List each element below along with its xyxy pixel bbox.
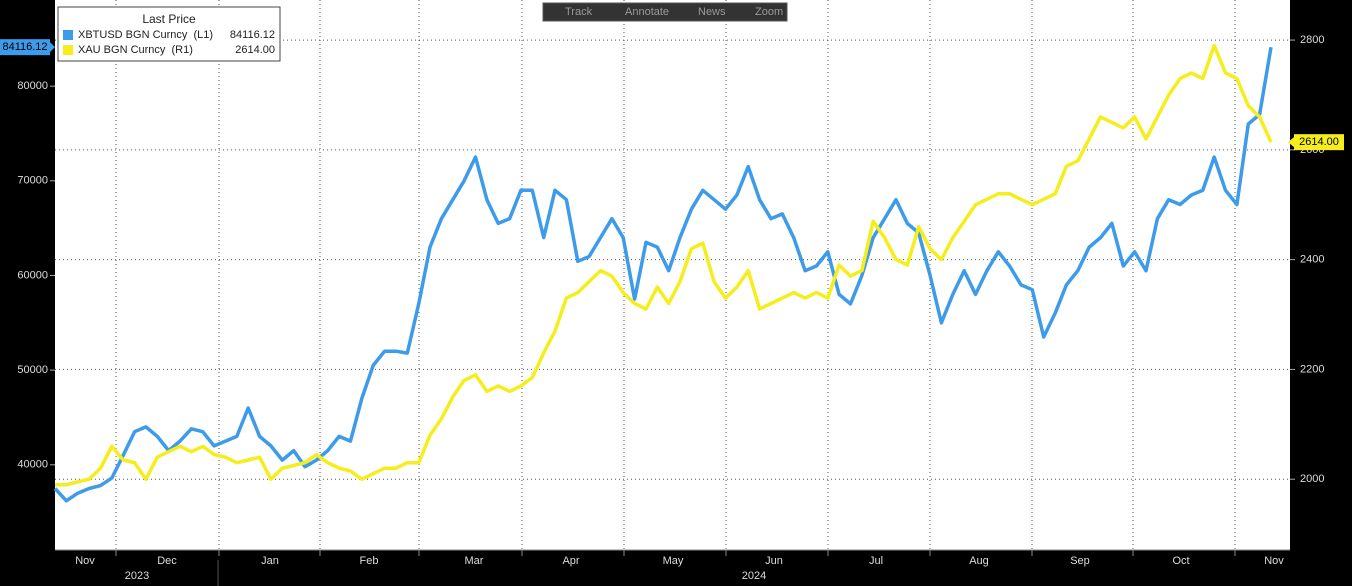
x-tick-label: Apr (562, 555, 579, 567)
legend-label: XBTUSD BGN Curncy (L1) (78, 29, 213, 41)
x-tick-label: Jan (261, 555, 279, 567)
y-tick-label: 60000 (17, 269, 48, 281)
axes: Nov Dec Jan Feb Mar Apr May Jun Jul Aug Sep Oct Nov 2… (0, 34, 1344, 582)
year-label: 2023 (125, 570, 149, 582)
series-line (53, 46, 1273, 503)
x-tick-label: Oct (1172, 555, 1189, 567)
last-value-label: 84116.12 (2, 41, 47, 53)
y2-tick-label: 2400 (1300, 254, 1324, 266)
toolbar-button[interactable]: News (698, 6, 726, 18)
y2-tick-label: 2000 (1300, 473, 1324, 485)
last-value-pointer (1288, 137, 1294, 148)
last-value-label: 2614.00 (1299, 136, 1339, 148)
legend-label: XAU BGN Curncy (R1) (78, 44, 193, 56)
last-value-tag (0, 39, 50, 56)
series-line (55, 43, 1273, 487)
x-tick-label: Feb (360, 555, 379, 567)
legend-box (57, 6, 281, 62)
last-value-tag (1294, 134, 1344, 151)
last-value-pointer (50, 42, 55, 53)
x-tick-label: Jul (869, 555, 883, 567)
y2-tick-label: 2800 (1300, 34, 1324, 46)
year-label: 2024 (742, 570, 766, 582)
toolbar-button[interactable]: Zoom (755, 6, 783, 18)
x-tick-label: Jun (765, 555, 783, 567)
lines (53, 43, 1273, 503)
legend-title: Last Price (142, 12, 196, 26)
x-tick-label: Mar (465, 555, 484, 567)
y-tick-label: 40000 (17, 459, 48, 471)
x-tick-label: Sep (1070, 555, 1090, 567)
toolbar-button[interactable]: Annotate (625, 6, 669, 18)
legend-swatch (63, 45, 73, 55)
toolbar-button[interactable]: Track (565, 6, 593, 18)
toolbar: Track Annotate News Zoom (542, 2, 788, 22)
toolbar-bg (542, 2, 788, 22)
y2-tick-label: 2200 (1300, 363, 1324, 375)
legend-value: 2614.00 (235, 44, 275, 56)
x-tick-label: May (663, 555, 684, 567)
y-tick-label: 50000 (17, 364, 48, 376)
plot-area (55, 0, 1290, 550)
x-tick-label: Dec (157, 555, 177, 567)
legend-value: 84116.12 (230, 29, 275, 41)
y-tick-label: 80000 (17, 80, 48, 92)
y-tick-label: 70000 (17, 175, 48, 187)
x-tick-label: Aug (969, 555, 989, 567)
legend: Last Price XBTUSD BGN Curncy (L1) 84116.1… (57, 6, 281, 62)
legend-swatch (63, 30, 73, 40)
x-tick-label: Nov (75, 555, 95, 567)
x-tick-label: Nov (1264, 555, 1284, 567)
